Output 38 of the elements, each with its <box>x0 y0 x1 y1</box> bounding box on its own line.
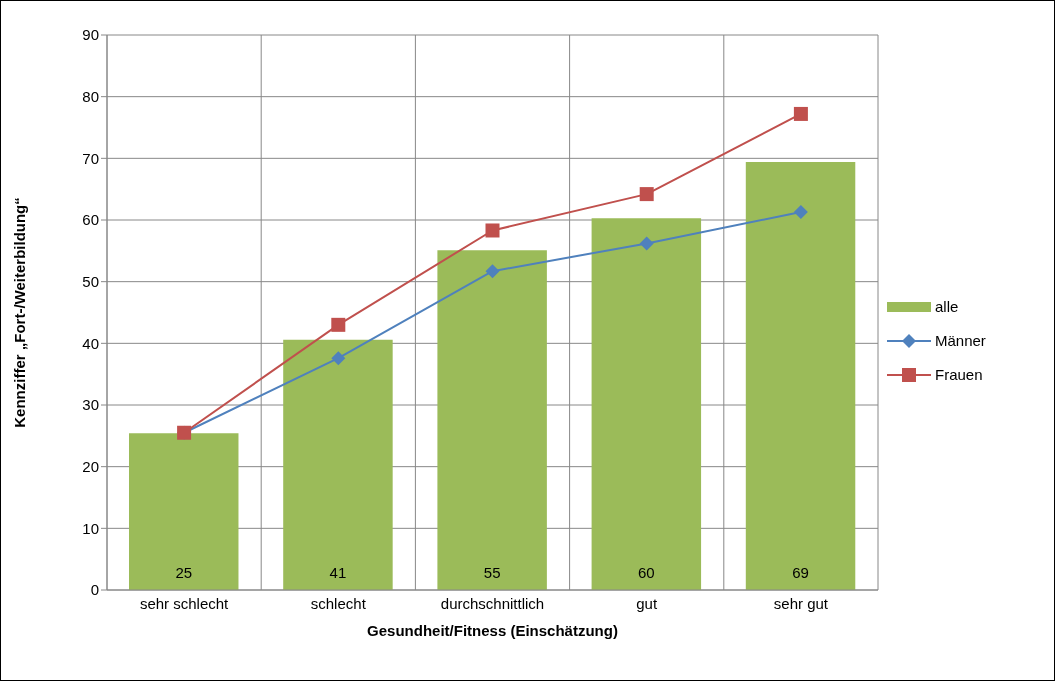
bar <box>745 162 856 590</box>
y-axis-title: Kennziffer „Fort-/Weiterbildung“ <box>11 197 29 428</box>
y-tick-label: 50 <box>82 272 99 290</box>
point <box>485 264 500 279</box>
y-tick-label: 80 <box>82 87 99 105</box>
y-tick-label: 90 <box>82 26 99 44</box>
legend-label: Frauen <box>935 366 983 383</box>
x-tick-label: sehr schlecht <box>139 594 230 612</box>
x-tick-label: durchschnittlich <box>440 594 545 612</box>
point <box>793 106 808 121</box>
point <box>639 187 654 202</box>
data-label: 60 <box>638 564 655 581</box>
point <box>331 317 346 332</box>
x-tick-label: schlecht <box>310 594 367 612</box>
bar <box>283 339 393 590</box>
data-label: 25 <box>175 564 193 581</box>
y-tick-label: 40 <box>82 334 99 352</box>
point <box>639 236 654 251</box>
y-tick-label: 20 <box>82 457 99 475</box>
y-tick-label: 70 <box>82 149 99 167</box>
bar <box>591 218 702 590</box>
bar <box>437 250 547 590</box>
y-tick-label: 60 <box>82 211 99 229</box>
legend-label: Männer <box>935 332 986 349</box>
y-tick-label: 10 <box>82 519 99 537</box>
data-label: 41 <box>329 564 347 581</box>
data-label: 69 <box>792 564 809 581</box>
legend-label: alle <box>935 298 959 315</box>
y-tick-label: 30 <box>82 396 99 414</box>
bar <box>129 433 239 590</box>
x-axis-title: Gesundheit/Fitness (Einschätzung) <box>367 622 618 639</box>
point <box>485 223 500 238</box>
data-label: 55 <box>483 564 501 581</box>
y-tick-label: 0 <box>90 581 99 599</box>
point <box>331 351 346 366</box>
point <box>793 204 808 219</box>
x-tick-label: sehr gut <box>773 594 829 612</box>
x-tick-label: gut <box>636 594 658 612</box>
